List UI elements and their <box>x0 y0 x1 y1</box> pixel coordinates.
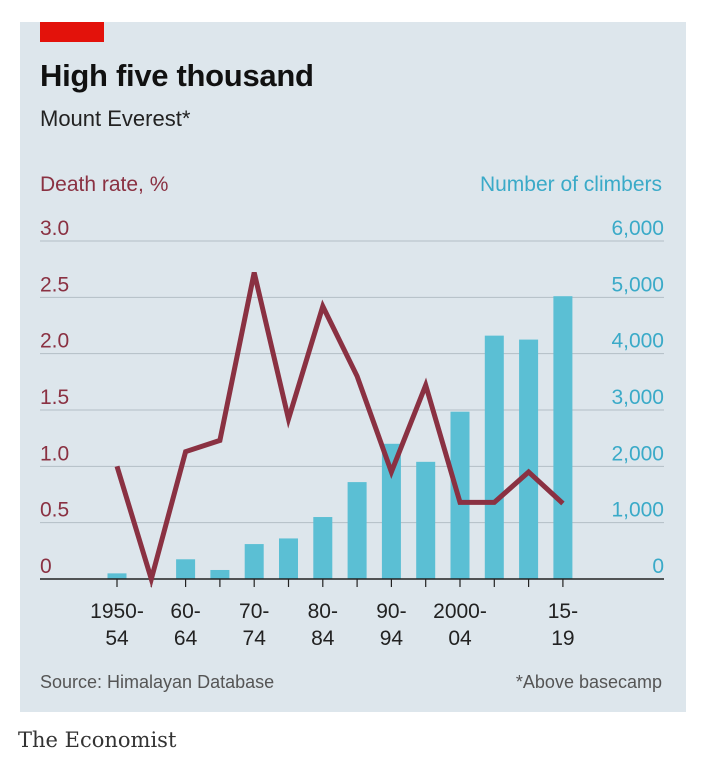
x-tick-label-top: 60- <box>170 600 200 623</box>
chart-title: High five thousand <box>40 58 314 93</box>
climbers-bar <box>176 559 196 579</box>
x-tick-label-top: 1950- <box>90 600 144 623</box>
x-tick-label-top: 70- <box>239 600 269 623</box>
x-tick-label-bottom: 19 <box>551 627 574 650</box>
source-note: Source: Himalayan Database <box>40 672 275 692</box>
right-axis-tick-label: 4,000 <box>611 330 664 353</box>
left-axis-tick-label: 1.5 <box>40 386 69 409</box>
climbers-bar <box>381 443 401 579</box>
climbers-bar <box>107 573 127 579</box>
x-tick-label-bottom: 74 <box>243 627 267 650</box>
right-axis-tick-label: 5,000 <box>611 273 664 296</box>
climbers-bar <box>244 544 264 579</box>
x-tick-label-bottom: 54 <box>105 627 129 650</box>
climbers-bar <box>347 482 367 579</box>
brand-red-tag <box>40 22 104 42</box>
left-axis-tick-label: 2.5 <box>40 273 69 296</box>
economist-wordmark: The Economist <box>18 728 177 752</box>
climbers-bar <box>210 569 230 579</box>
left-axis-tick-label: 3.0 <box>40 217 69 240</box>
right-axis-tick-label: 0 <box>652 555 664 578</box>
climbers-bar <box>416 461 436 579</box>
x-tick-label-top: 80- <box>308 600 338 623</box>
x-tick-label-top: 2000- <box>433 600 487 623</box>
left-axis-tick-label: 0 <box>40 555 52 578</box>
chart-subtitle: Mount Everest* <box>40 106 191 131</box>
left-axis-title: Death rate, % <box>40 173 169 196</box>
left-axis-tick-label: 1.0 <box>40 442 69 465</box>
climbers-bar <box>279 538 298 579</box>
climbers-bar <box>553 296 573 579</box>
climbers-bar <box>519 339 539 579</box>
right-axis-tick-label: 3,000 <box>611 386 664 409</box>
left-axis-tick-label: 2.0 <box>40 330 69 353</box>
right-axis-tick-label: 1,000 <box>611 499 664 522</box>
x-tick-label-bottom: 04 <box>448 627 472 650</box>
climbers-bar <box>313 517 333 579</box>
right-axis-tick-label: 2,000 <box>611 442 664 465</box>
x-tick-label-bottom: 84 <box>311 627 335 650</box>
left-axis-tick-label: 0.5 <box>40 499 69 522</box>
x-tick-label-top: 15- <box>548 600 578 623</box>
death-rate-line <box>114 271 565 589</box>
footnote: *Above basecamp <box>515 672 662 692</box>
right-axis-title: Number of climbers <box>479 173 662 196</box>
climbers-bar <box>484 335 504 579</box>
x-tick-label-bottom: 94 <box>380 627 404 650</box>
x-tick-label-bottom: 64 <box>174 627 198 650</box>
right-axis-tick-label: 6,000 <box>611 217 664 240</box>
x-tick-label-top: 90- <box>376 600 406 623</box>
